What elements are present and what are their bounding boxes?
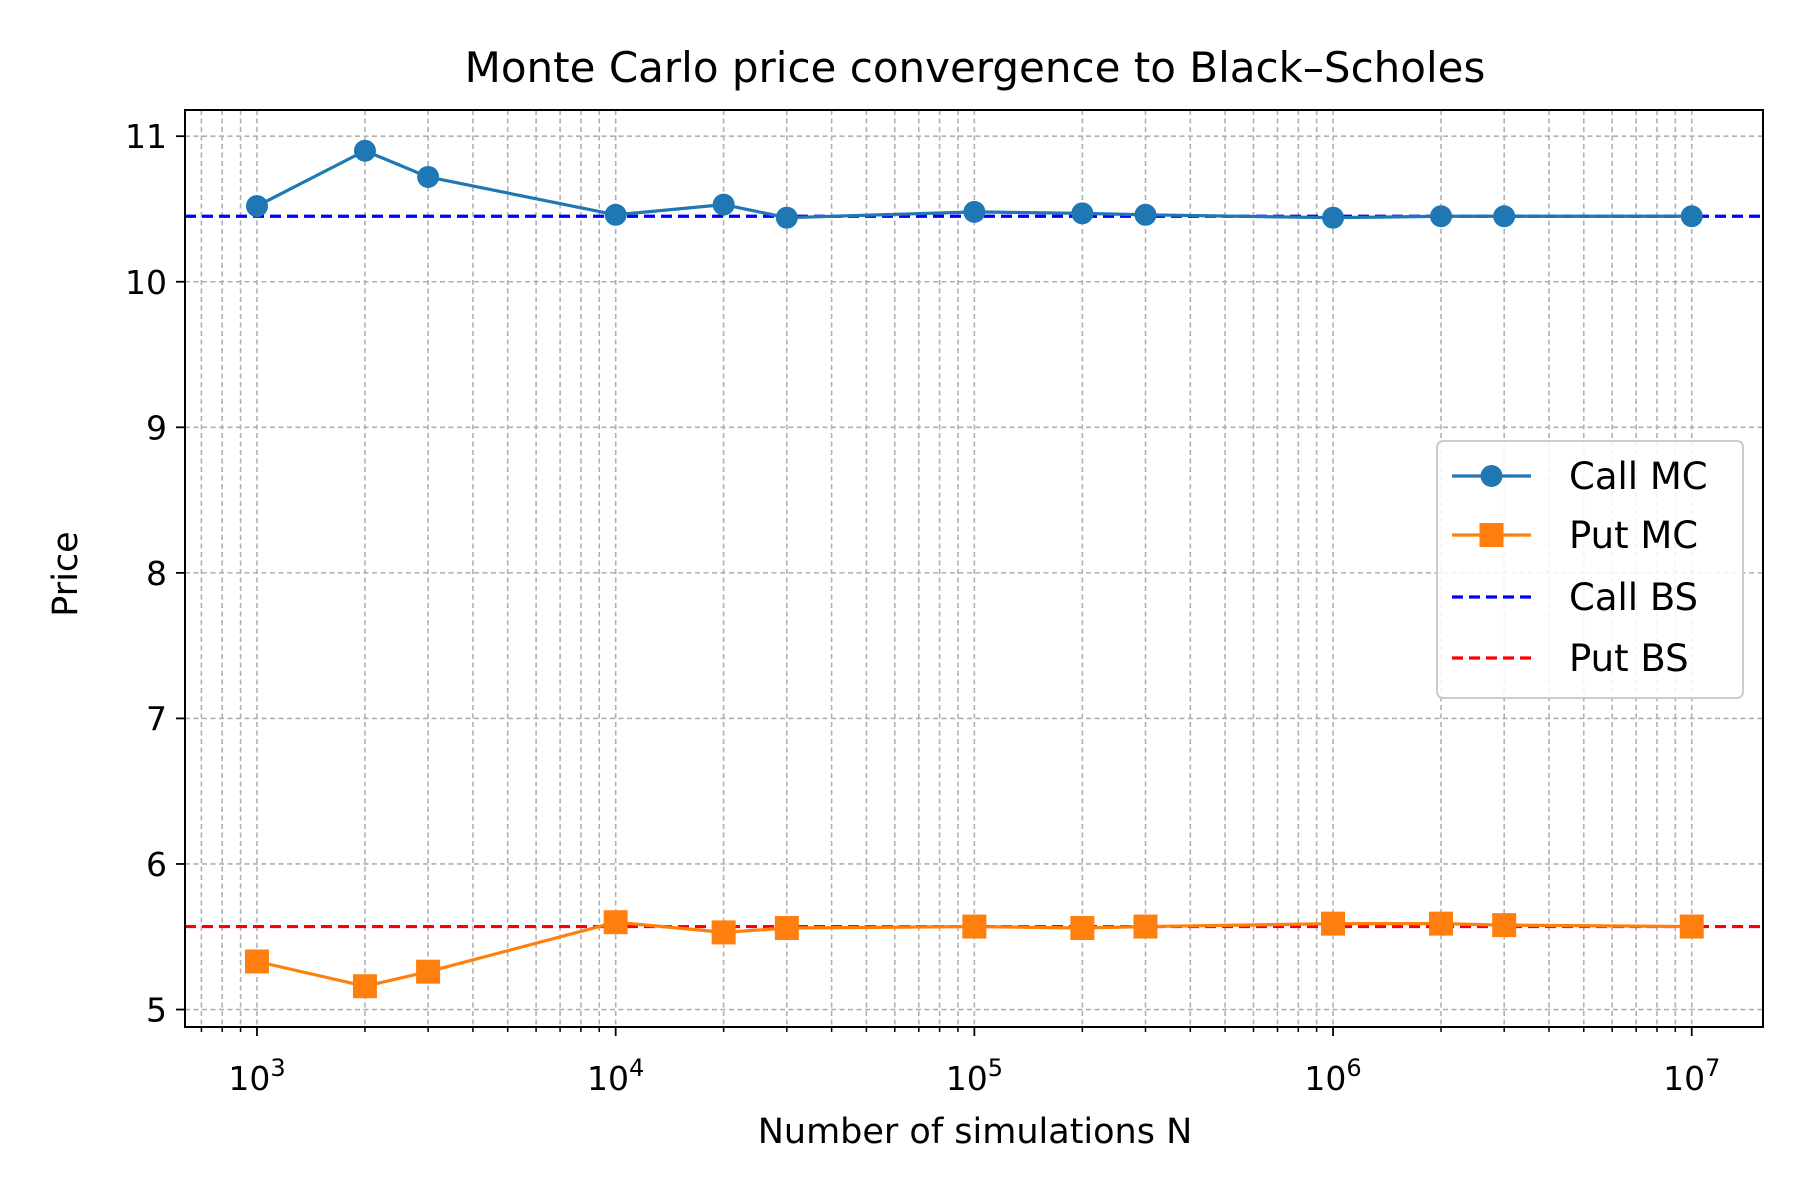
x-axis-label: Number of simulations N [758,1112,1193,1152]
call-mc-point [353,139,376,162]
x-tick-label-base: 10 [946,1059,988,1098]
put-mc-point [1133,914,1158,939]
x-tick-label-exponent: 3 [270,1054,285,1082]
y-axis-label: Price [46,531,86,616]
x-tick-label-base: 10 [228,1059,270,1098]
x-tick-label-base: 10 [587,1059,629,1098]
y-tick-label: 5 [146,991,167,1030]
put-mc-point [1321,911,1346,936]
x-tick-label: 103 [228,1054,285,1098]
call-mc-point [1430,205,1453,228]
legend-box [1436,440,1744,699]
put-mc-point [711,920,736,945]
put-mc-point [603,910,628,935]
put-mc-point [1679,914,1704,939]
put-mc-point [416,959,441,984]
call-mc-point [604,203,627,226]
call-mc-point [245,195,268,218]
put-mc-point [1492,913,1517,938]
y-tick-label: 10 [125,263,167,302]
call-mc-point [1680,205,1703,228]
x-tick-label: 107 [1663,1054,1720,1098]
x-tick-label-exponent: 6 [1346,1054,1361,1082]
legend[interactable]: Call MC Put MC Call BS Put BS [1436,440,1744,699]
legend-put-mc-marker [1479,523,1504,547]
x-tick-label-exponent: 5 [988,1054,1003,1082]
x-tick-label: 105 [946,1054,1003,1098]
y-tick-label: 6 [146,845,167,884]
y-tick-label: 11 [125,117,167,156]
chart-title: Monte Carlo price convergence to Black–S… [465,43,1486,92]
y-tick-label: 7 [146,699,167,738]
y-tick-label: 8 [146,554,167,593]
call-mc-point [1071,202,1094,225]
call-mc-point [1134,203,1157,226]
put-mc-point [1429,911,1454,936]
call-mc-point [1493,205,1516,228]
x-tick-label: 104 [587,1054,644,1098]
put-mc-point [774,916,799,941]
put-mc-point [244,949,269,974]
call-mc-point [775,206,798,229]
x-tick-label: 106 [1304,1054,1361,1098]
call-mc-point [963,200,986,223]
legend-call-mc-label: Call MC [1569,455,1708,498]
put-mc-point [962,914,987,939]
call-mc-point [712,193,735,216]
x-tick-label-base: 10 [1304,1059,1346,1098]
put-mc-point [352,974,377,999]
legend-put-bs-label: Put BS [1569,637,1689,680]
legend-put-mc-label: Put MC [1569,514,1698,557]
call-mc-point [417,165,440,188]
x-tick-label-exponent: 7 [1705,1054,1720,1082]
x-tick-label-exponent: 4 [629,1054,644,1082]
x-tick-label-base: 10 [1663,1059,1705,1098]
legend-call-mc-marker [1480,465,1503,487]
y-tick-label: 9 [146,408,167,447]
legend-call-bs-label: Call BS [1569,576,1698,619]
series-layer [244,139,1704,999]
put-mc-point [1070,916,1095,941]
call-mc-point [1322,206,1345,229]
